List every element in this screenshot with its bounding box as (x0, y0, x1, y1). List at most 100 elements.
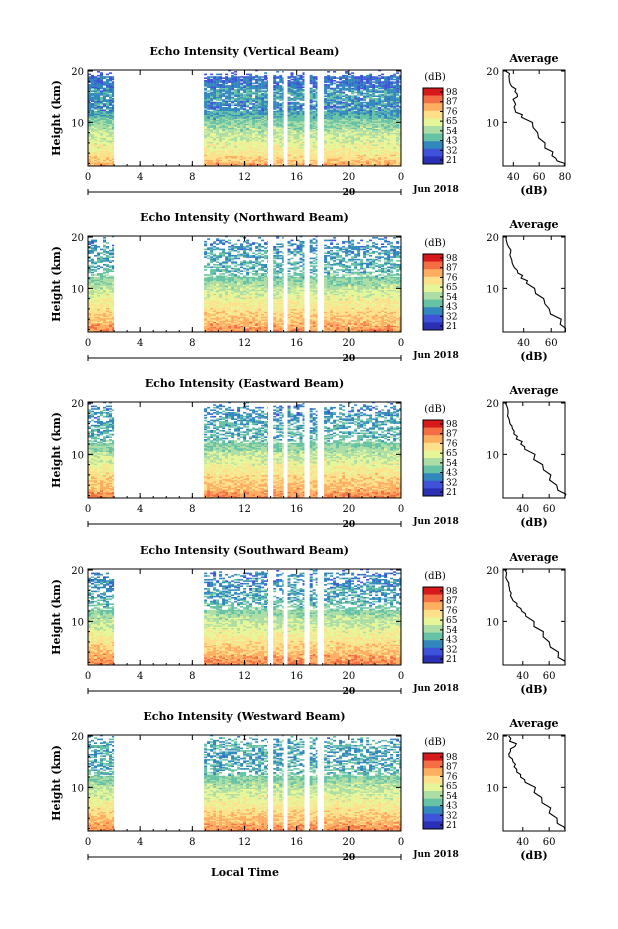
heatmap-cell (290, 140, 294, 142)
heatmap-cell (240, 139, 244, 141)
heatmap-cell (267, 150, 268, 153)
heatmap-cell (333, 71, 337, 73)
heatmap-cell (213, 155, 217, 158)
heatmap-cell (100, 81, 103, 83)
heatmap-cell (255, 163, 259, 165)
heatmap-cell (273, 98, 277, 100)
heatmap-cell (222, 107, 226, 109)
heatmap-cell (94, 86, 97, 88)
heatmap-cell (249, 155, 253, 158)
heatmap-cell (290, 76, 294, 78)
heatmap-cell (222, 89, 226, 91)
heatmap-cell (100, 101, 103, 104)
heatmap-cell (91, 150, 94, 153)
heatmap-cell (91, 158, 94, 160)
heatmap-cell (267, 96, 268, 99)
heatmap-cell (282, 77, 284, 79)
heatmap-cell (103, 123, 106, 126)
heatmap-cell (276, 115, 280, 118)
heatmap-cell (234, 108, 238, 110)
heatmap-cell (112, 142, 115, 145)
heatmap-cell (246, 100, 250, 103)
heatmap-cell (330, 91, 334, 94)
heatmap-cell (246, 96, 250, 99)
heatmap-cell (264, 100, 268, 103)
heatmap-cell (302, 108, 305, 110)
heatmap-cell (228, 87, 232, 90)
heatmap-cell (249, 137, 253, 140)
heatmap-cell (100, 80, 103, 82)
heatmap-cell (246, 98, 250, 100)
heatmap-cell (210, 162, 214, 164)
heatmap-cell (249, 158, 253, 160)
heatmap-cell (287, 137, 291, 140)
heatmap-cell (91, 139, 94, 141)
heatmap-cell (240, 140, 244, 142)
heatmap-cell (366, 85, 370, 87)
heatmap-cell (103, 105, 106, 108)
heatmap (88, 69, 401, 167)
heatmap-cell (231, 153, 235, 155)
heatmap-cell (336, 109, 340, 112)
heatmap-cell (252, 133, 256, 136)
heatmap-cell (100, 127, 103, 130)
heatmap-cell (228, 139, 232, 141)
heatmap-cell (225, 159, 229, 162)
heatmap-cell (225, 136, 229, 139)
heatmap-cell (264, 150, 268, 153)
heatmap-cell (88, 104, 91, 106)
heatmap-cell (267, 157, 268, 159)
heatmap-cell (231, 163, 235, 165)
heatmap-cell (276, 113, 280, 115)
heatmap-cell (103, 149, 106, 151)
heatmap-cell (216, 160, 220, 163)
heatmap-cell (94, 154, 97, 156)
heatmap-cell (112, 85, 115, 87)
heatmap-cell (103, 136, 106, 139)
heatmap-cell (237, 132, 241, 135)
heatmap-cell (339, 76, 343, 78)
heatmap-cell (252, 144, 256, 146)
heatmap-cell (112, 108, 115, 110)
heatmap-cell (264, 94, 268, 96)
heatmap-cell (299, 158, 303, 160)
heatmap-cell (228, 117, 232, 119)
heatmap-cell (213, 113, 217, 115)
heatmap-cell (249, 77, 253, 79)
heatmap-cell (94, 83, 97, 86)
heatmap-cell (287, 85, 291, 87)
heatmap-cell (237, 133, 241, 136)
heatmap-cell (261, 137, 265, 140)
heatmap-cell (213, 108, 217, 110)
heatmap-cell (210, 130, 214, 132)
heatmap-cell (94, 255, 97, 257)
heatmap-cell (237, 157, 241, 159)
heatmap-cell (255, 104, 259, 106)
heatmap-cell (282, 101, 284, 104)
heatmap-cell (279, 87, 283, 90)
heatmap-cell (287, 148, 291, 150)
heatmap-cell (219, 77, 223, 79)
heatmap-cell (237, 94, 241, 96)
heatmap-cell (237, 86, 241, 88)
heatmap-cell (219, 110, 223, 113)
heatmap-cell (112, 140, 115, 142)
heatmap-cell (276, 82, 280, 85)
heatmap-cell (237, 92, 241, 95)
heatmap-cell (243, 150, 247, 153)
heatmap-cell (387, 108, 391, 110)
heatmap-cell (282, 151, 284, 154)
heatmap-cell (207, 105, 211, 108)
heatmap-cell (109, 137, 112, 140)
heatmap-cell (231, 126, 235, 128)
heatmap-cell (97, 115, 100, 118)
heatmap-cell (252, 123, 256, 126)
heatmap-cell (100, 140, 103, 142)
heatmap-cell (94, 127, 97, 130)
heatmap-cell (273, 74, 277, 77)
heatmap-cell (106, 155, 109, 158)
heatmap-cell (216, 135, 220, 137)
heatmap-cell (302, 86, 305, 88)
heatmap-cell (204, 103, 208, 105)
heatmap-cell (264, 121, 268, 123)
